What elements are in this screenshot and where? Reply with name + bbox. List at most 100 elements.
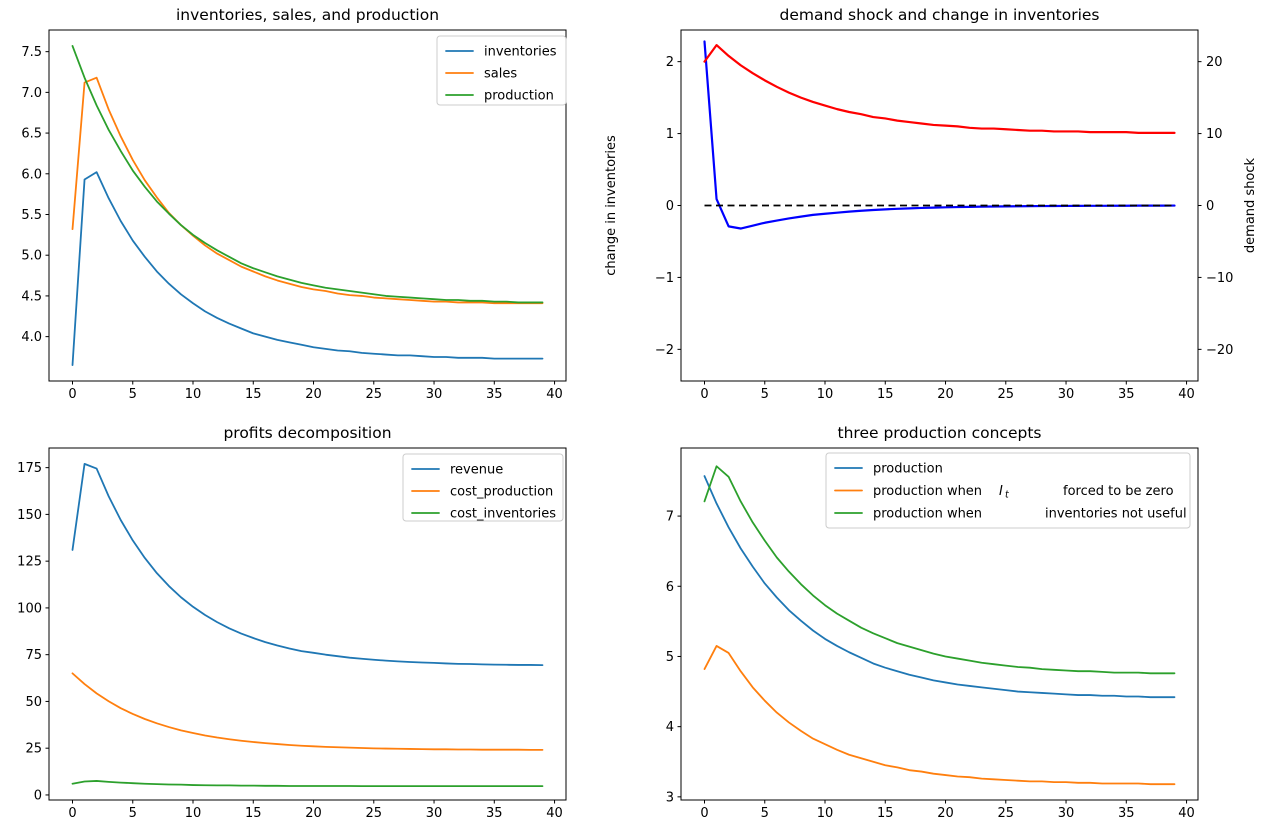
legend-label: I bbox=[999, 484, 1003, 499]
series-revenue bbox=[71, 462, 544, 667]
x-tick-label: 5 bbox=[129, 387, 137, 402]
legend: inventories sales production bbox=[436, 35, 567, 106]
y-axis-label-right: demand shock bbox=[1243, 157, 1258, 253]
legend-label: cost_production bbox=[450, 485, 553, 500]
x-tick-label: 15 bbox=[245, 387, 262, 402]
legend-box bbox=[402, 453, 564, 522]
legend-label: forced to be zero bbox=[1063, 484, 1174, 499]
chart-title: profits decomposition bbox=[223, 424, 391, 442]
y-tick-label: 3 bbox=[666, 790, 674, 805]
x-tick-label: 35 bbox=[1118, 806, 1135, 821]
y-tick-label: 50 bbox=[25, 695, 42, 710]
x-tick-label: 40 bbox=[546, 806, 563, 821]
x-tick-label: 15 bbox=[245, 806, 262, 821]
series-production-when-inventories-not-useful bbox=[703, 465, 1176, 675]
x-tick-label: 40 bbox=[546, 387, 563, 402]
x-tick-label: 30 bbox=[426, 806, 443, 821]
y-tick-label: 6.5 bbox=[21, 127, 42, 142]
series-production bbox=[71, 45, 544, 304]
y-tick-label: 0 bbox=[34, 788, 42, 803]
y-tick-label: 20 bbox=[1206, 55, 1223, 70]
y-tick-label: 4.5 bbox=[21, 289, 42, 304]
y-tick-label: 7.5 bbox=[21, 45, 42, 60]
chart-title: demand shock and change in inventories bbox=[780, 6, 1100, 24]
legend: revenue cost_production cost_inventories bbox=[402, 453, 564, 522]
x-tick-label: 35 bbox=[1118, 387, 1135, 402]
x-tick-label: 30 bbox=[1058, 387, 1075, 402]
x-tick-label: 15 bbox=[877, 806, 894, 821]
x-tick-label: 15 bbox=[877, 387, 894, 402]
y-tick-label: 4.0 bbox=[21, 330, 42, 345]
chart-title: inventories, sales, and production bbox=[176, 6, 439, 24]
x-tick-label: 5 bbox=[761, 806, 769, 821]
legend-label: production bbox=[873, 462, 943, 477]
y-tick-label: 5.5 bbox=[21, 208, 42, 223]
series-sales bbox=[71, 76, 544, 305]
series-cost_inventories bbox=[71, 780, 544, 788]
chart-inventories-sales-production: 0 5 10 15 20 25 30 35 40 4.0 4.5 5.0 5.5 6.0 6.5 7.0 7.5… bbox=[21, 6, 567, 402]
x-tick-label: 20 bbox=[305, 387, 322, 402]
x-tick-label: 20 bbox=[937, 806, 954, 821]
legend-label: production when bbox=[873, 507, 982, 522]
x-tick-label: 30 bbox=[426, 387, 443, 402]
chart-three-production-concepts: 0 5 10 15 20 25 30 35 40 3 4 5 6 7 three production co… bbox=[666, 424, 1199, 821]
y-tick-label: 7 bbox=[666, 510, 674, 525]
y-tick-label: 175 bbox=[17, 461, 42, 476]
chart-title: three production concepts bbox=[838, 424, 1042, 442]
y-tick-label: 7.0 bbox=[21, 86, 42, 101]
y-tick-label: 5 bbox=[666, 650, 674, 665]
y-tick-label: 75 bbox=[25, 648, 42, 663]
legend-label: revenue bbox=[450, 463, 503, 478]
series-change-in-inventories bbox=[703, 40, 1176, 230]
y-tick-label: −1 bbox=[655, 271, 674, 286]
x-tick-label: 10 bbox=[185, 387, 202, 402]
y-tick-label: 2 bbox=[666, 55, 674, 70]
y-tick-label: 100 bbox=[17, 601, 42, 616]
x-tick-label: 25 bbox=[998, 387, 1015, 402]
series-production bbox=[703, 475, 1176, 699]
x-tick-label: 20 bbox=[305, 806, 322, 821]
y-axis-label-left: change in inventories bbox=[604, 135, 619, 276]
y-tick-label: −20 bbox=[1206, 343, 1233, 358]
y-tick-label: 4 bbox=[666, 720, 674, 735]
x-tick-label: 25 bbox=[366, 387, 383, 402]
x-tick-label: 0 bbox=[68, 806, 76, 821]
series-production-when-It-forced-to-be-zero bbox=[703, 645, 1176, 786]
y-tick-label: 10 bbox=[1206, 127, 1223, 142]
legend-label: t bbox=[1005, 490, 1010, 501]
y-tick-label: 125 bbox=[17, 555, 42, 570]
x-tick-label: 0 bbox=[700, 387, 708, 402]
legend-label: cost_inventories bbox=[450, 507, 556, 522]
axes-spines bbox=[48, 29, 567, 382]
y-tick-label: 6.0 bbox=[21, 167, 42, 182]
legend-box bbox=[825, 452, 1191, 529]
y-tick-label: 1 bbox=[666, 127, 674, 142]
legend-label: inventories bbox=[484, 45, 557, 60]
axes-spines bbox=[48, 447, 567, 801]
x-tick-label: 40 bbox=[1178, 806, 1195, 821]
legend-label: sales bbox=[484, 67, 517, 82]
axes-spines bbox=[680, 447, 1199, 801]
chart-profits-decomposition: 0 5 10 15 20 25 30 35 40 0 25 50 75 100 125 150 175 profi… bbox=[17, 424, 567, 821]
y-tick-label: 25 bbox=[25, 742, 42, 757]
series-cost_production bbox=[71, 672, 544, 751]
y-tick-label: 0 bbox=[666, 199, 674, 214]
y-tick-label: −10 bbox=[1206, 271, 1233, 286]
legend-label: production bbox=[484, 89, 554, 104]
x-tick-label: 5 bbox=[761, 387, 769, 402]
y-tick-label: 6 bbox=[666, 580, 674, 595]
x-tick-label: 25 bbox=[366, 806, 383, 821]
legend-label: production when bbox=[873, 484, 982, 499]
y-tick-label: 5.0 bbox=[21, 249, 42, 264]
legend-label: inventories not useful bbox=[1045, 507, 1187, 522]
series-inventories bbox=[71, 171, 544, 367]
y-tick-label: 150 bbox=[17, 508, 42, 523]
legend-box bbox=[436, 35, 567, 106]
y-tick-label: −2 bbox=[655, 343, 674, 358]
x-tick-label: 0 bbox=[700, 806, 708, 821]
x-tick-label: 10 bbox=[817, 806, 834, 821]
